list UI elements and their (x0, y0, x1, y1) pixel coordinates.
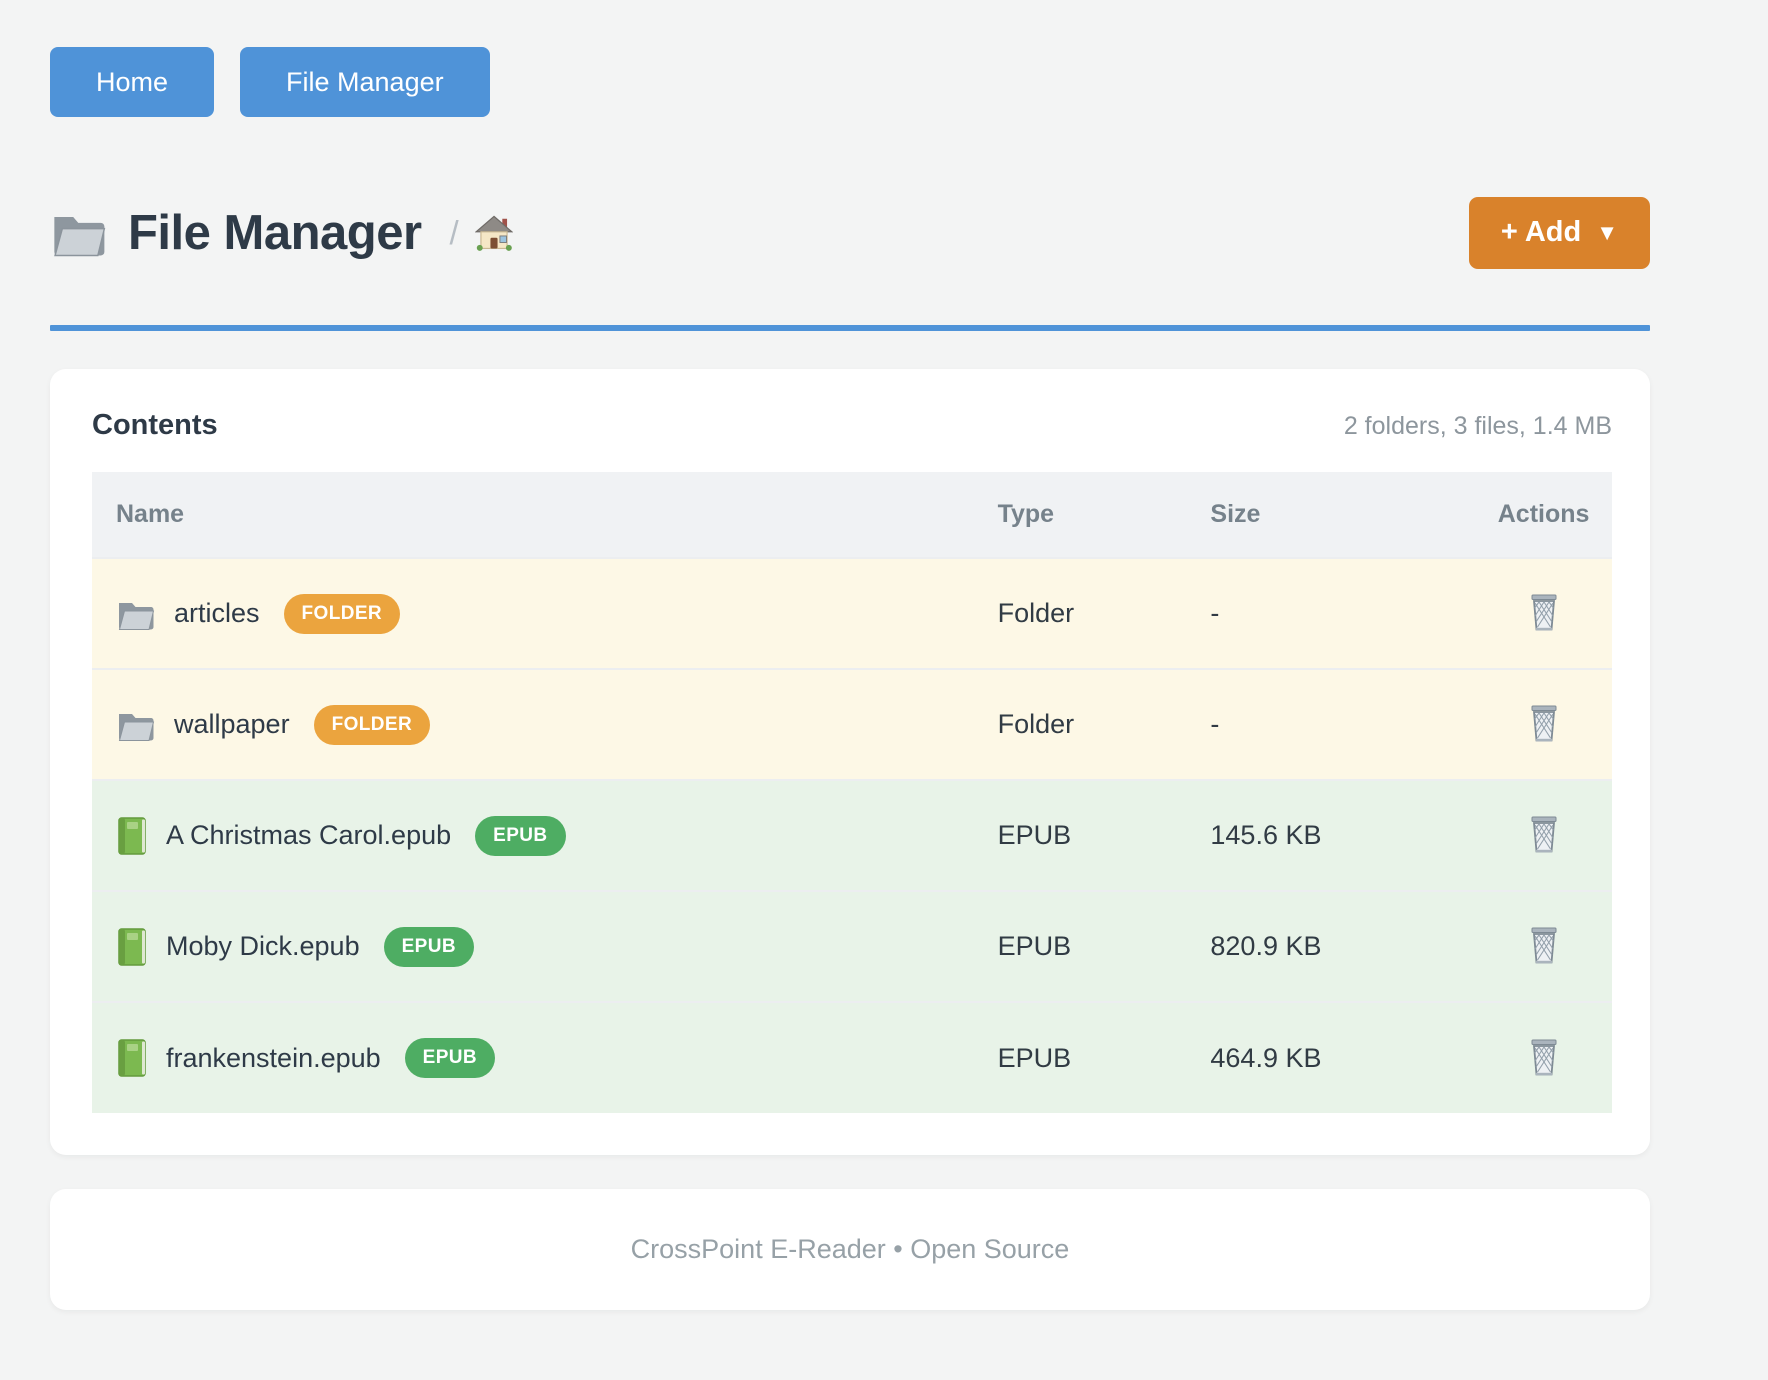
contents-card: Contents 2 folders, 3 files, 1.4 MB Name… (50, 369, 1650, 1156)
file-size: 464.9 KB (1210, 1042, 1322, 1073)
contents-summary: 2 folders, 3 files, 1.4 MB (1343, 412, 1612, 441)
folder-icon (116, 708, 156, 742)
file-type: EPUB (997, 1042, 1072, 1073)
add-button-label: + Add (1500, 216, 1582, 249)
type-badge: EPUB (404, 1038, 496, 1079)
header-divider (50, 325, 1650, 332)
delete-button[interactable] (1523, 1033, 1565, 1084)
delete-button[interactable] (1523, 588, 1565, 639)
home-button[interactable]: Home (50, 47, 215, 118)
table-row[interactable]: articles FOLDER Folder - (92, 558, 1612, 670)
file-size: - (1210, 598, 1220, 629)
top-nav: Home File Manager (50, 47, 1650, 118)
files-table: Name Type Size Actions articles FOLDER F… (92, 472, 1612, 1114)
trash-icon (1527, 814, 1561, 857)
table-row[interactable]: wallpaper FOLDER Folder - (92, 669, 1612, 781)
file-name: wallpaper (174, 709, 290, 740)
delete-button[interactable] (1523, 810, 1565, 861)
page-title: File Manager (128, 206, 422, 261)
book-icon (116, 927, 148, 967)
file-type: EPUB (997, 820, 1072, 851)
breadcrumb-separator: / (449, 214, 459, 252)
table-header-row: Name Type Size Actions (92, 472, 1612, 559)
file-name: frankenstein.epub (166, 1042, 381, 1073)
file-name: articles (174, 598, 260, 629)
book-icon (116, 1038, 148, 1078)
file-size: - (1210, 709, 1220, 740)
col-header-name: Name (92, 472, 974, 559)
file-name: Moby Dick.epub (166, 931, 360, 962)
type-badge: EPUB (475, 815, 566, 856)
file-type: Folder (997, 598, 1075, 629)
trash-icon (1527, 925, 1561, 968)
col-header-actions: Actions (1475, 472, 1612, 559)
card-header: Contents 2 folders, 3 files, 1.4 MB (92, 409, 1612, 442)
file-manager-button[interactable]: File Manager (240, 47, 490, 118)
type-badge: EPUB (383, 926, 474, 967)
footer: CrossPoint E-Reader • Open Source (50, 1189, 1650, 1311)
col-header-type: Type (973, 472, 1187, 559)
trash-icon (1527, 1037, 1561, 1080)
footer-text: CrossPoint E-Reader • Open Source (630, 1234, 1070, 1265)
trash-icon (1527, 592, 1561, 635)
file-type: EPUB (997, 931, 1072, 962)
table-row[interactable]: Moby Dick.epub EPUB EPUB 820.9 KB (92, 891, 1612, 1003)
folder-icon (116, 597, 156, 631)
book-icon (116, 816, 148, 856)
delete-button[interactable] (1523, 921, 1565, 972)
add-button[interactable]: + Add ▼ (1468, 197, 1650, 270)
delete-button[interactable] (1523, 699, 1565, 750)
file-size: 145.6 KB (1210, 820, 1322, 851)
card-title: Contents (92, 409, 218, 442)
page: Home File Manager File Manager / + Add (50, 47, 1650, 1311)
type-badge: FOLDER (313, 704, 431, 745)
file-name: A Christmas Carol.epub (166, 820, 452, 851)
file-size: 820.9 KB (1210, 931, 1322, 962)
page-header: File Manager / + Add ▼ (50, 197, 1650, 270)
caret-down-icon: ▼ (1596, 220, 1618, 246)
house-icon[interactable] (474, 215, 513, 252)
table-row[interactable]: frankenstein.epub EPUB EPUB 464.9 KB (92, 1002, 1612, 1114)
table-row[interactable]: A Christmas Carol.epub EPUB EPUB 145.6 K… (92, 780, 1612, 892)
trash-icon (1527, 703, 1561, 746)
type-badge: FOLDER (283, 593, 401, 634)
file-type: Folder (997, 709, 1075, 740)
folder-icon (50, 208, 108, 258)
col-header-size: Size (1186, 472, 1476, 559)
